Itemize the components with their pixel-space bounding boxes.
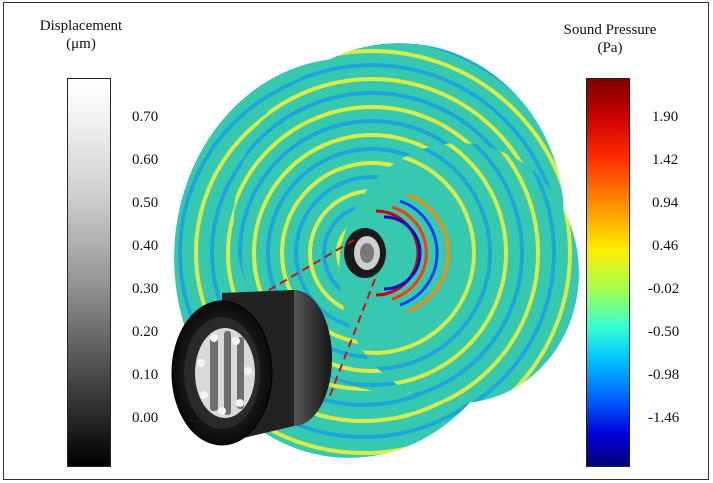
displacement-tick: 0.30 bbox=[132, 281, 159, 297]
figure-frame: Displacement (μm) 0.70 0.60 0.50 0.40 0.… bbox=[3, 2, 709, 480]
sound-pressure-unit-text: (Pa) bbox=[597, 40, 623, 56]
displacement-colorbar bbox=[67, 78, 111, 467]
sound-pressure-tick: -0.02 bbox=[648, 281, 680, 297]
source-device bbox=[344, 228, 386, 278]
sound-pressure-tick: 0.94 bbox=[652, 195, 679, 211]
zoom-lines bbox=[258, 239, 376, 399]
acoustic-field-scene bbox=[171, 43, 579, 458]
sound-pressure-tick: -1.46 bbox=[648, 410, 680, 426]
displacement-tick: 0.40 bbox=[132, 238, 159, 254]
displacement-tick: 0.10 bbox=[132, 367, 159, 383]
displacement-title-text: Displacement bbox=[39, 18, 123, 34]
sound-pressure-tick: 1.90 bbox=[652, 109, 679, 125]
displacement-tick: 0.20 bbox=[132, 324, 159, 340]
sound-pressure-colorbar-title: Sound Pressure (Pa) bbox=[540, 21, 680, 57]
sound-pressure-tick: 0.46 bbox=[652, 238, 679, 254]
displacement-unit-text: (μm) bbox=[66, 36, 96, 52]
sound-pressure-tick: -0.50 bbox=[648, 324, 680, 340]
sound-pressure-colorbar bbox=[586, 78, 630, 467]
sound-pressure-tick: 1.42 bbox=[652, 152, 679, 168]
sound-pressure-title-text: Sound Pressure bbox=[563, 22, 657, 38]
magnified-device bbox=[171, 290, 332, 446]
displacement-tick: 0.00 bbox=[132, 410, 159, 426]
pressure-core bbox=[375, 193, 450, 313]
displacement-tick: 0.60 bbox=[132, 152, 159, 168]
displacement-tick: 0.50 bbox=[132, 195, 159, 211]
displacement-tick: 0.70 bbox=[132, 109, 159, 125]
sound-pressure-tick: -0.98 bbox=[648, 367, 680, 383]
displacement-colorbar-title: Displacement (μm) bbox=[26, 17, 136, 53]
